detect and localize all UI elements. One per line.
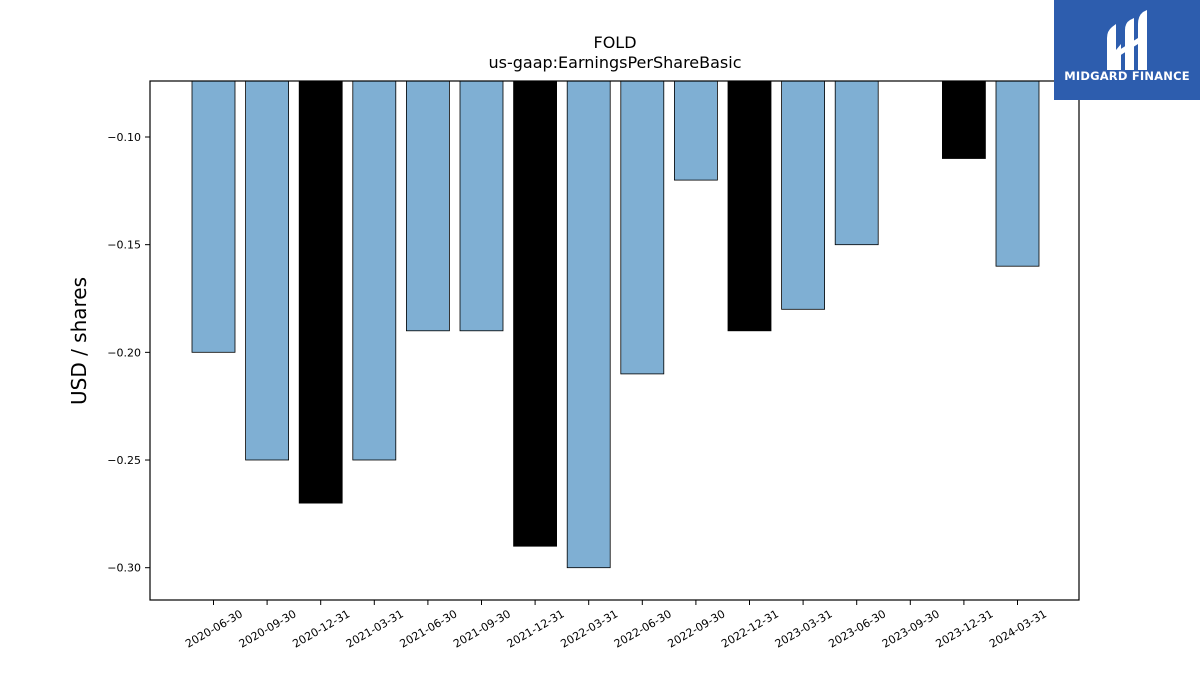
x-tick-label: 2023-06-30	[826, 607, 888, 650]
bar-2021-06-30	[405, 80, 450, 332]
bar-2024-03-31	[995, 80, 1040, 267]
y-axis: −0.10 −0.15 −0.20 −0.25 −0.30	[107, 131, 150, 575]
bar-2022-09-30	[674, 80, 718, 181]
x-tick-label: 2021-06-30	[398, 607, 460, 650]
x-tick-label: 2024-03-31	[987, 607, 1049, 650]
bar-2020-09-30	[245, 80, 290, 461]
x-tick-label: 2022-03-31	[558, 607, 620, 650]
x-tick-label: 2023-12-31	[934, 607, 996, 650]
y-tick-label: −0.25	[107, 454, 141, 467]
bar-2020-12-31	[298, 80, 343, 504]
x-tick-label: 2021-12-31	[505, 607, 567, 650]
x-tick-label: 2023-03-31	[773, 607, 835, 650]
bar-2020-06-30	[191, 80, 236, 353]
bar-2022-06-30	[620, 80, 665, 375]
bar-2022-12-31	[727, 80, 772, 332]
y-tick-label: −0.15	[107, 239, 141, 252]
x-tick-label: 2021-09-30	[451, 607, 513, 650]
midgard-logo: MIDGARD FINANCE	[1054, 0, 1200, 100]
midgard-logo-icon	[1107, 10, 1147, 70]
chart-subtitle: us-gaap:EarningsPerShareBasic	[488, 53, 741, 72]
bar-2023-06-30	[834, 80, 879, 246]
x-tick-label: 2020-06-30	[183, 607, 245, 650]
x-tick-label: 2021-03-31	[344, 607, 406, 650]
bar-2021-03-31	[352, 80, 397, 461]
bar-2021-09-30	[459, 80, 504, 332]
x-tick-label: 2022-06-30	[612, 607, 674, 650]
y-tick-label: −0.20	[107, 346, 141, 359]
y-axis-label: USD / shares	[67, 277, 91, 405]
x-axis: 2020-06-302020-09-302020-12-312021-03-31…	[183, 600, 1049, 651]
y-tick-label: −0.30	[107, 562, 141, 575]
plot-frame	[149, 80, 1080, 601]
bars-group	[191, 80, 1040, 569]
bar-2023-03-31	[781, 80, 825, 310]
bar-2023-12-31	[942, 80, 986, 159]
x-tick-label: 2020-09-30	[237, 607, 299, 650]
bar-2021-12-31	[513, 80, 557, 547]
logo-text: MIDGARD FINANCE	[1064, 69, 1190, 83]
x-tick-label: 2023-09-30	[880, 607, 942, 650]
x-tick-label: 2022-12-31	[719, 607, 781, 650]
chart-title: FOLD	[593, 33, 636, 52]
x-tick-label: 2022-09-30	[666, 607, 728, 650]
y-tick-label: −0.10	[107, 131, 141, 144]
x-tick-label: 2020-12-31	[290, 607, 352, 650]
bar-2022-03-31	[566, 80, 611, 569]
